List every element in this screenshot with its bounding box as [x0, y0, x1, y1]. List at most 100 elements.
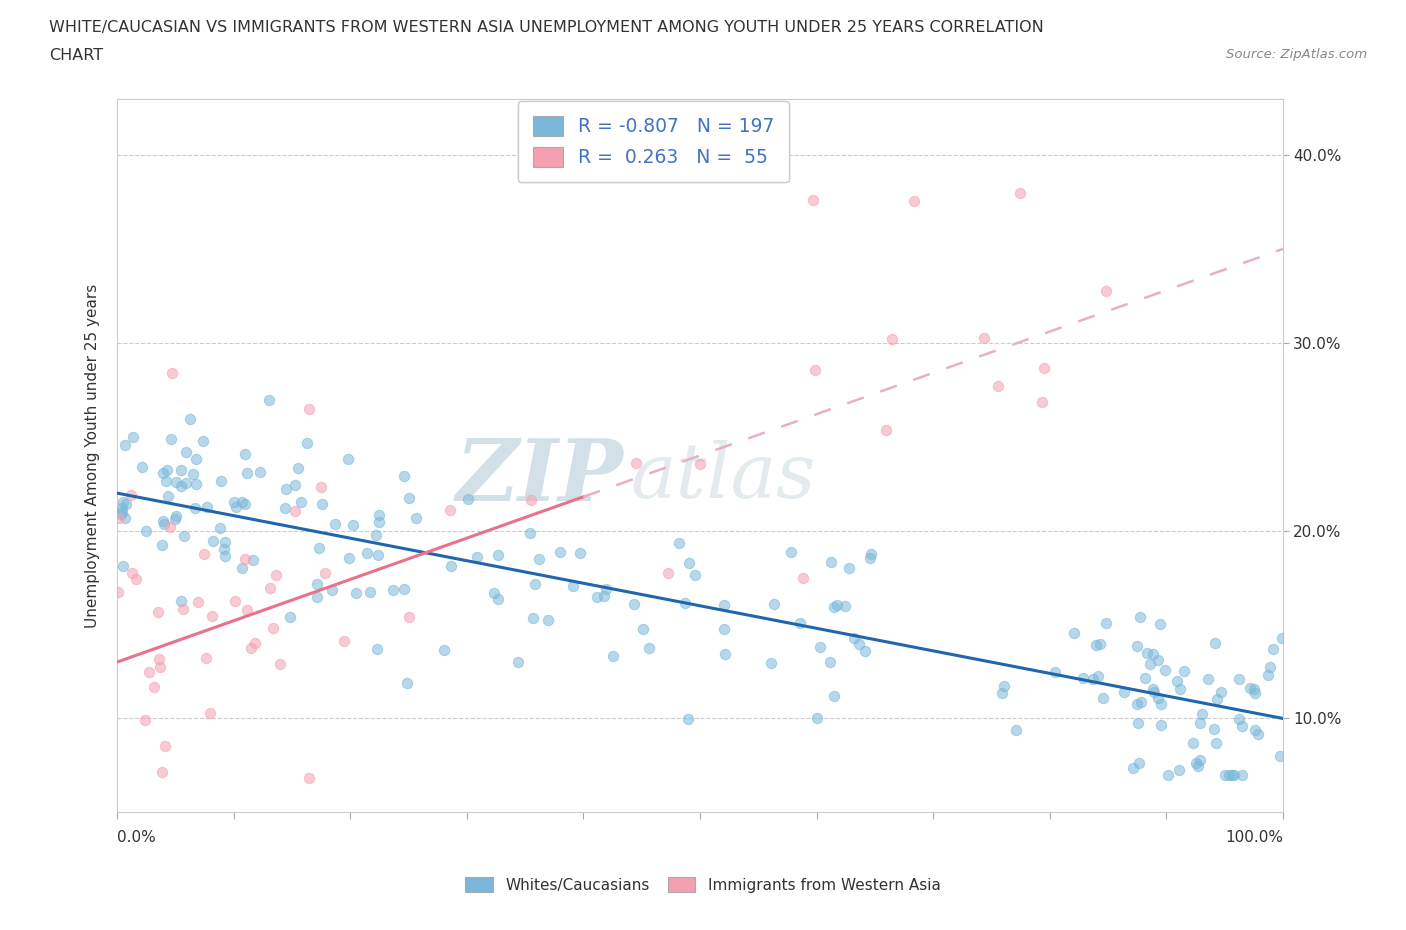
- Point: [111, 495, 134, 510]
- Point: [359, 585, 381, 600]
- Point: [368, 508, 391, 523]
- Legend: R = -0.807   N = 197, R =  0.263   N =  55: R = -0.807 N = 197, R = 0.263 N = 55: [517, 101, 789, 182]
- Point: [1150, 697, 1173, 711]
- Point: [1139, 657, 1161, 671]
- Point: [170, 594, 193, 609]
- Point: [1142, 681, 1164, 696]
- Point: [121, 565, 143, 580]
- Point: [170, 462, 193, 477]
- Point: [1128, 756, 1150, 771]
- Point: [170, 479, 193, 494]
- Point: [224, 495, 246, 510]
- Point: [668, 536, 690, 551]
- Point: [838, 561, 860, 576]
- Point: [1045, 664, 1067, 679]
- Point: [1204, 635, 1226, 650]
- Point: [298, 770, 321, 785]
- Point: [1150, 718, 1173, 733]
- Point: [673, 595, 696, 610]
- Point: [1031, 394, 1053, 409]
- Point: [792, 571, 814, 586]
- Point: [523, 577, 546, 591]
- Point: [1081, 671, 1104, 686]
- Point: [844, 631, 866, 646]
- Point: [174, 445, 197, 459]
- Point: [111, 500, 134, 515]
- Point: [1125, 638, 1147, 653]
- Point: [993, 679, 1015, 694]
- Point: [1268, 749, 1291, 764]
- Point: [1166, 673, 1188, 688]
- Point: [1189, 752, 1212, 767]
- Point: [107, 585, 129, 600]
- Point: [262, 620, 284, 635]
- Point: [308, 540, 330, 555]
- Point: [1071, 671, 1094, 685]
- Point: [1135, 645, 1157, 660]
- Point: [187, 594, 209, 609]
- Point: [148, 652, 170, 667]
- Point: [257, 392, 280, 407]
- Text: WHITE/CAUCASIAN VS IMMIGRANTS FROM WESTERN ASIA UNEMPLOYMENT AMONG YOUTH UNDER 2: WHITE/CAUCASIAN VS IMMIGRANTS FROM WESTE…: [49, 20, 1045, 35]
- Point: [165, 512, 187, 526]
- Point: [333, 634, 356, 649]
- Point: [283, 478, 305, 493]
- Point: [903, 193, 925, 208]
- Text: 0.0%: 0.0%: [117, 830, 156, 845]
- Point: [135, 524, 157, 538]
- Point: [1220, 767, 1243, 782]
- Point: [236, 603, 259, 618]
- Point: [160, 365, 183, 380]
- Point: [240, 641, 263, 656]
- Point: [848, 637, 870, 652]
- Point: [366, 642, 388, 657]
- Point: [143, 680, 166, 695]
- Point: [111, 558, 134, 573]
- Point: [314, 565, 336, 580]
- Point: [131, 460, 153, 475]
- Point: [486, 548, 509, 563]
- Point: [233, 497, 256, 512]
- Point: [1143, 684, 1166, 699]
- Point: [165, 509, 187, 524]
- Point: [398, 610, 420, 625]
- Point: [405, 511, 427, 525]
- Point: [1223, 767, 1246, 782]
- Point: [1149, 617, 1171, 631]
- Point: [368, 515, 391, 530]
- Point: [1204, 722, 1226, 737]
- Point: [395, 675, 418, 690]
- Point: [209, 521, 232, 536]
- Point: [806, 711, 828, 725]
- Point: [173, 528, 195, 543]
- Point: [1088, 636, 1111, 651]
- Point: [174, 475, 197, 490]
- Point: [305, 590, 328, 604]
- Point: [1197, 671, 1219, 686]
- Point: [309, 480, 332, 495]
- Point: [156, 489, 179, 504]
- Point: [155, 473, 177, 488]
- Point: [853, 644, 876, 658]
- Point: [561, 578, 583, 593]
- Point: [259, 581, 281, 596]
- Point: [172, 601, 194, 616]
- Point: [990, 685, 1012, 700]
- Point: [1239, 681, 1261, 696]
- Point: [236, 466, 259, 481]
- Point: [1218, 767, 1240, 782]
- Point: [858, 551, 880, 565]
- Point: [200, 608, 222, 623]
- Point: [323, 516, 346, 531]
- Point: [1182, 736, 1205, 751]
- Point: [820, 655, 842, 670]
- Point: [344, 586, 367, 601]
- Point: [457, 491, 479, 506]
- Point: [973, 331, 995, 346]
- Point: [808, 639, 831, 654]
- Point: [1033, 361, 1056, 376]
- Point: [484, 586, 506, 601]
- Point: [1246, 726, 1268, 741]
- Point: [823, 599, 845, 614]
- Point: [882, 332, 904, 347]
